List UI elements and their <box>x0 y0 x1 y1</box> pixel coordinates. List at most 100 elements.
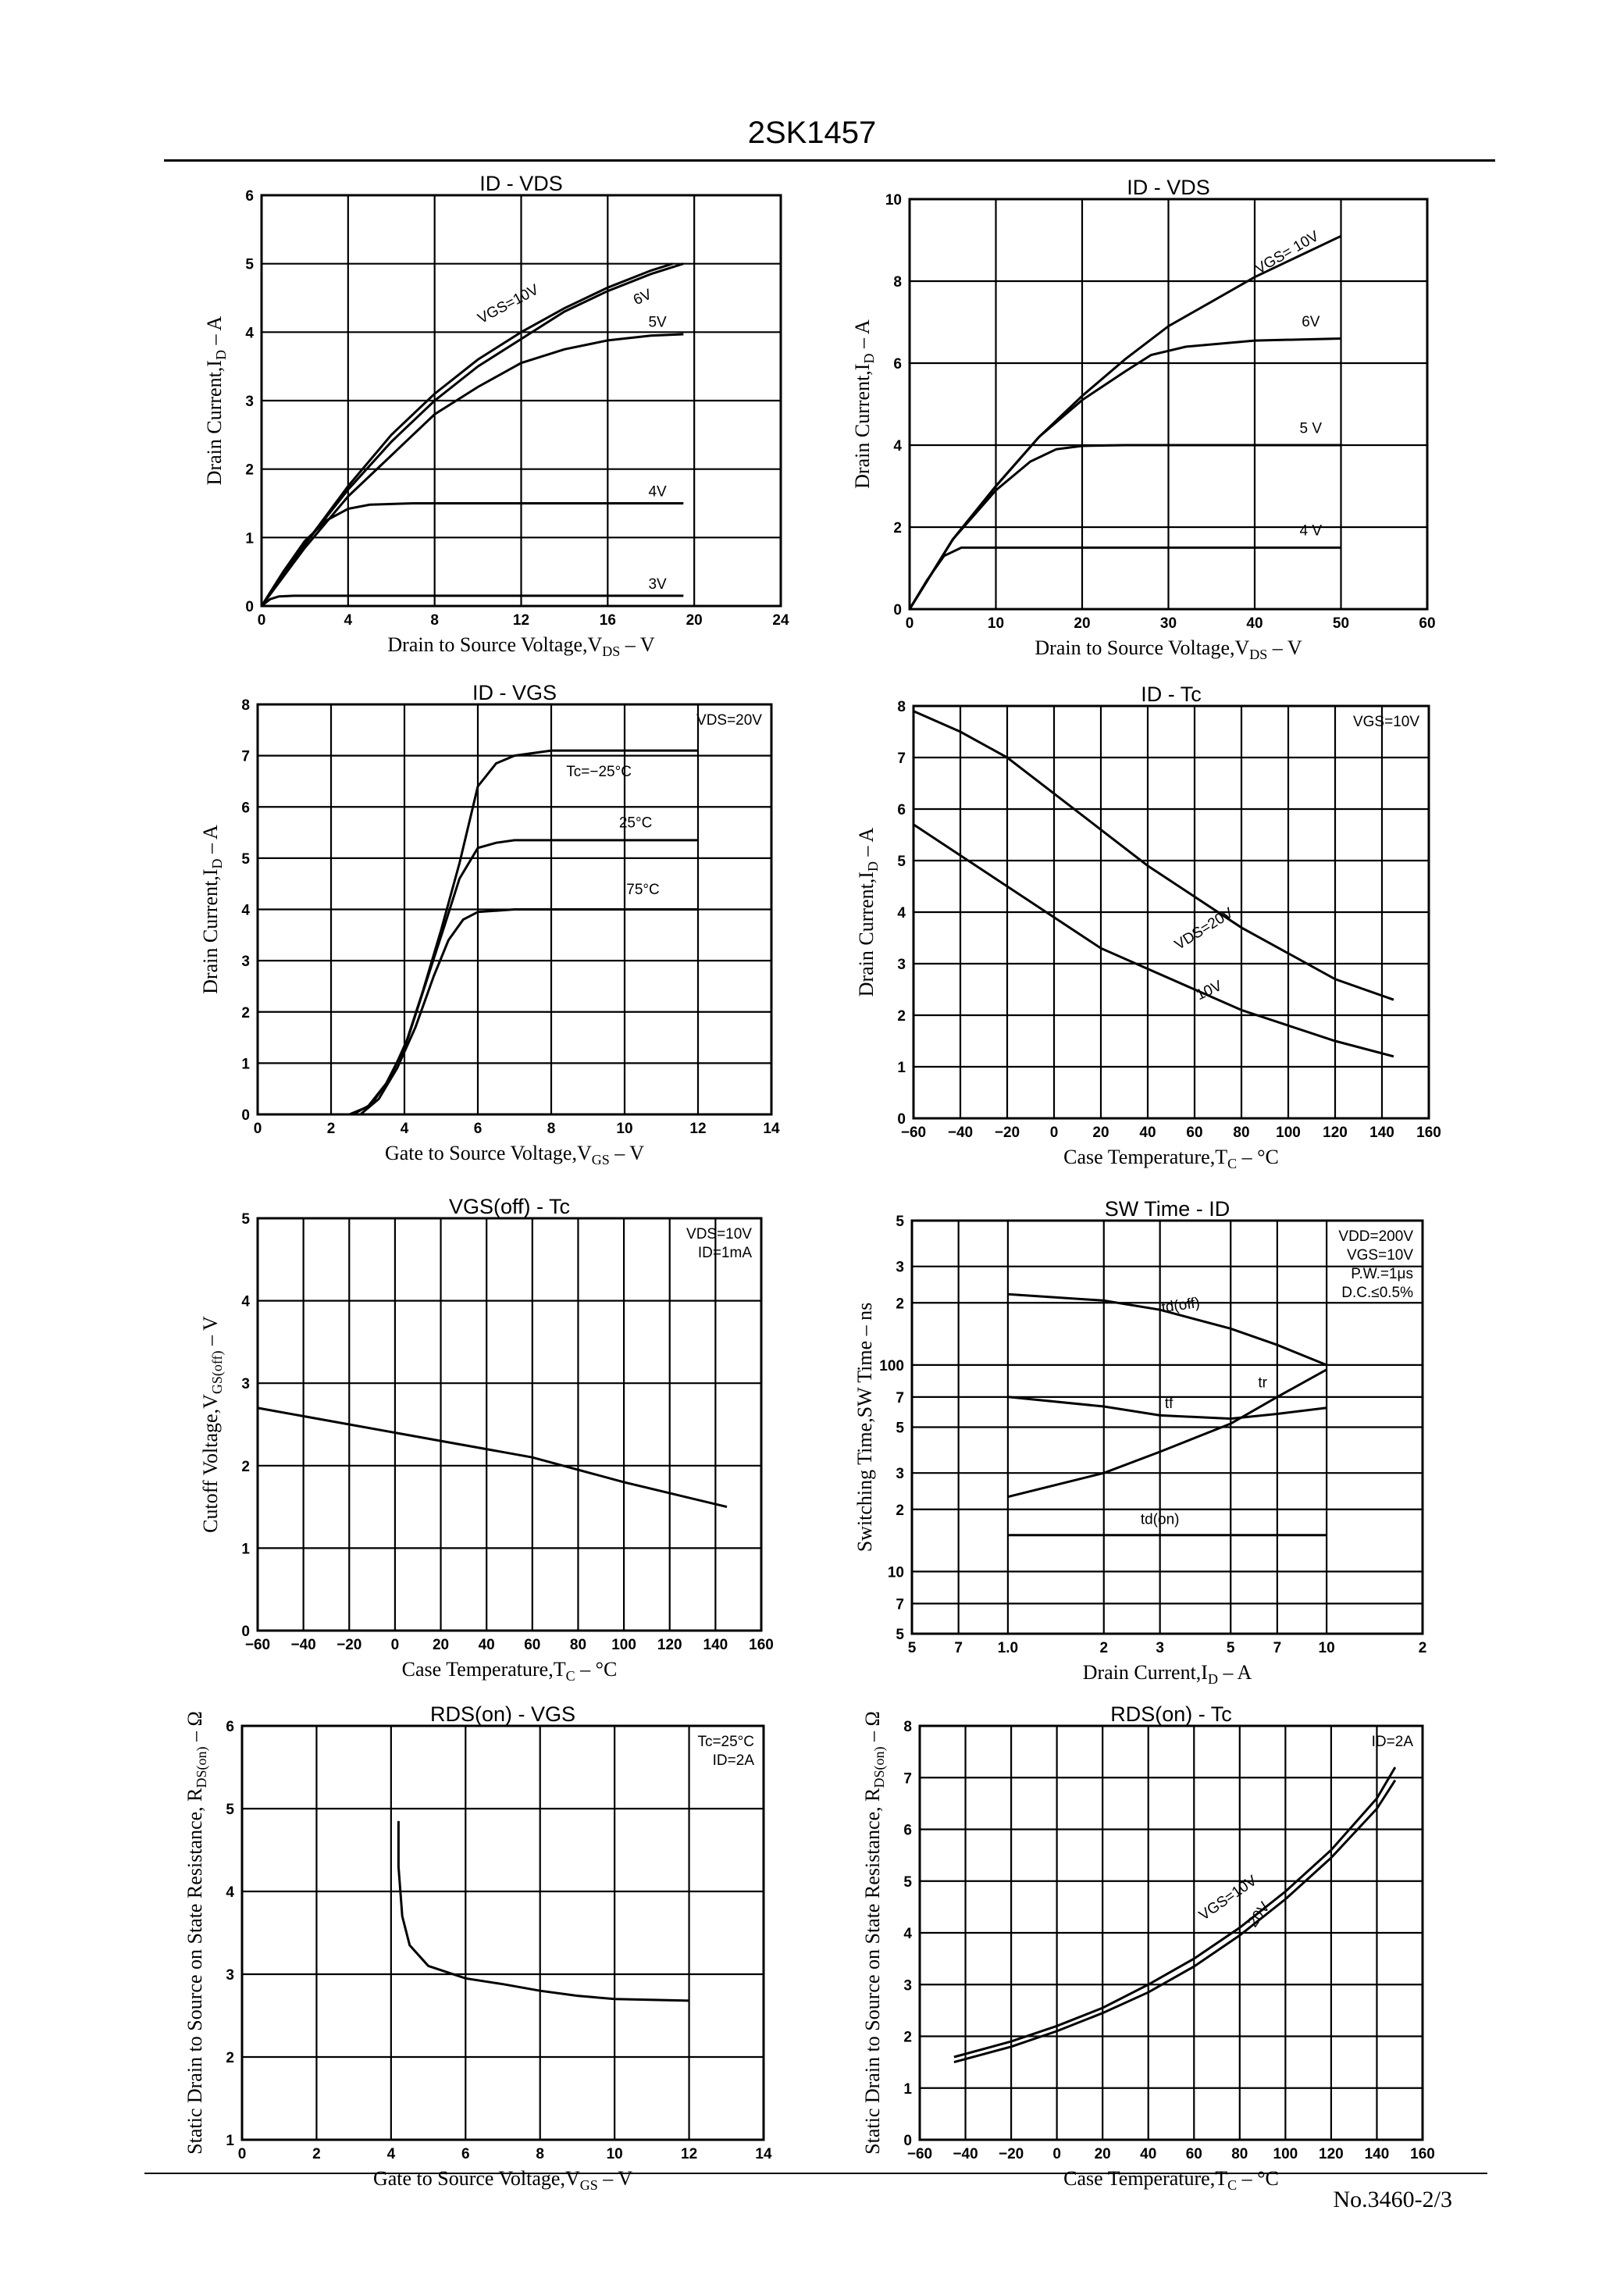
y-tick-label: 2 <box>903 2030 912 2046</box>
y-axis-label: Switching Time,SW Time – ns <box>853 1303 876 1553</box>
x-axis-label: Drain to Source Voltage,VDS – V <box>387 633 654 659</box>
y-axis-label: Drain Current,ID – A <box>855 827 881 996</box>
curve-label: 6V <box>1302 314 1320 330</box>
series-line <box>258 908 698 1116</box>
series-line <box>257 1406 728 1509</box>
x-tick-label: 40 <box>479 1637 495 1653</box>
condition-note: VDD=200V <box>1338 1228 1413 1245</box>
x-tick-label: 10 <box>988 615 1004 632</box>
x-tick-label: 0 <box>254 1121 262 1137</box>
x-tick-label: 4 <box>387 2146 396 2162</box>
condition-note: Tc=25°C <box>697 1734 754 1750</box>
y-tick-label: 2 <box>245 462 254 479</box>
x-tick-label: 40 <box>1139 1125 1156 1141</box>
curve-label: VGS= 10V <box>1252 228 1322 278</box>
curve-label: 4 V <box>1300 523 1323 540</box>
chart-title: ID - VGS <box>472 681 557 704</box>
x-tick-label: 120 <box>1319 2146 1344 2162</box>
condition-note: ID=1mA <box>698 1245 752 1261</box>
plot-frame <box>908 198 1429 611</box>
x-tick-label: 4 <box>344 612 353 629</box>
y-tick-label: 0 <box>245 599 254 615</box>
y-axis-label: Cutoff Voltage,VGS(off) – V <box>199 1316 226 1533</box>
x-tick-label: 20 <box>1095 2146 1111 2162</box>
x-tick-label: 40 <box>1140 2146 1156 2162</box>
x-tick-label: 80 <box>1231 2146 1248 2162</box>
y-tick-label: 7 <box>903 1770 912 1787</box>
y-tick-label: 4 <box>893 438 902 455</box>
condition-note: ID=2A <box>713 1752 755 1769</box>
condition-note: VDS=10V <box>686 1226 752 1242</box>
series-line <box>261 594 684 608</box>
y-tick-label: 2 <box>226 2050 234 2066</box>
x-axis-label: Drain to Source Voltage,VDS – V <box>1035 636 1302 662</box>
chart-title: VGS(off) - Tc <box>449 1195 570 1218</box>
y-tick-label: 0 <box>241 1624 250 1640</box>
x-axis-label: Case Temperature,TC – °C <box>1063 1146 1279 1171</box>
y-tick-label: 2 <box>241 1005 250 1021</box>
y-tick-label: 8 <box>903 1719 912 1735</box>
x-tick-label: 140 <box>1369 1125 1394 1141</box>
y-tick-label: 1 <box>226 2133 234 2149</box>
y-tick-label: 5 <box>896 1627 904 1643</box>
x-tick-label: 0 <box>258 612 266 629</box>
x-tick-label: 140 <box>1365 2146 1390 2162</box>
y-tick-label: 4 <box>241 903 250 919</box>
y-tick-label: 2 <box>896 1296 904 1312</box>
x-tick-label: 80 <box>1233 1125 1249 1141</box>
series-line <box>953 1779 1397 2064</box>
x-tick-label: 5 <box>1227 1640 1235 1656</box>
y-tick-label: 6 <box>245 188 254 205</box>
x-tick-label: 120 <box>1323 1125 1348 1141</box>
chart-title: ID - Tc <box>1141 683 1202 706</box>
curve-label: VGS=10V <box>475 281 542 327</box>
y-tick-label: 6 <box>241 800 250 816</box>
series-line <box>913 710 1394 1001</box>
chart-title: SW Time - ID <box>1105 1197 1230 1221</box>
x-tick-label: −20 <box>999 2146 1024 2162</box>
x-tick-label: 10 <box>607 2146 623 2162</box>
curve-label: Tc=−25°C <box>566 764 632 780</box>
y-tick-label: 7 <box>897 750 906 767</box>
plot-frame <box>256 1217 763 1632</box>
x-tick-label: 16 <box>600 612 616 629</box>
y-tick-label: 3 <box>226 1967 234 1984</box>
series-line <box>1007 1368 1327 1499</box>
condition-note: D.C.≤0.5% <box>1341 1285 1413 1301</box>
y-tick-label: 4 <box>897 905 906 922</box>
series-line <box>953 1766 1397 2059</box>
curve-label: tr <box>1258 1374 1267 1391</box>
y-tick-label: 1 <box>241 1541 250 1557</box>
y-tick-label: 2 <box>893 520 902 537</box>
x-tick-label: 8 <box>430 612 439 629</box>
x-tick-label: 24 <box>772 612 789 629</box>
series-line <box>1007 1396 1327 1421</box>
plot-frame <box>910 1219 1424 1635</box>
y-tick-label: 1 <box>903 2081 912 2098</box>
x-axis-label: Drain Current,ID – A <box>1083 1661 1252 1687</box>
y-tick-label: 4 <box>241 1294 250 1310</box>
y-tick-label: 4 <box>245 325 254 341</box>
y-tick-label: 3 <box>245 394 254 410</box>
x-tick-label: 7 <box>954 1640 963 1656</box>
footer-rule <box>144 2173 1487 2174</box>
series-line <box>908 337 1341 610</box>
x-tick-label: 10 <box>1319 1640 1335 1656</box>
condition-note: P.W.=1μs <box>1351 1266 1413 1282</box>
y-tick-label: 5 <box>241 851 250 868</box>
y-tick-label: 5 <box>896 1214 904 1230</box>
y-tick-label: 0 <box>897 1111 906 1128</box>
y-tick-label: 5 <box>897 854 906 870</box>
x-tick-label: −40 <box>948 1125 973 1141</box>
y-tick-label: 3 <box>896 1466 904 1482</box>
chart-title: RDS(on) - Tc <box>1110 1702 1232 1726</box>
condition-note: VDS=20V <box>696 712 762 729</box>
x-tick-label: −60 <box>907 2146 932 2162</box>
y-tick-label: 5 <box>903 1874 912 1891</box>
x-tick-label: 8 <box>536 2146 544 2162</box>
y-tick-label: 3 <box>903 1977 912 1994</box>
chart-title: RDS(on) - VGS <box>430 1702 575 1726</box>
x-tick-label: 4 <box>401 1121 409 1137</box>
curve-label: td(off) <box>1160 1295 1201 1317</box>
y-tick-label: 8 <box>893 274 902 291</box>
